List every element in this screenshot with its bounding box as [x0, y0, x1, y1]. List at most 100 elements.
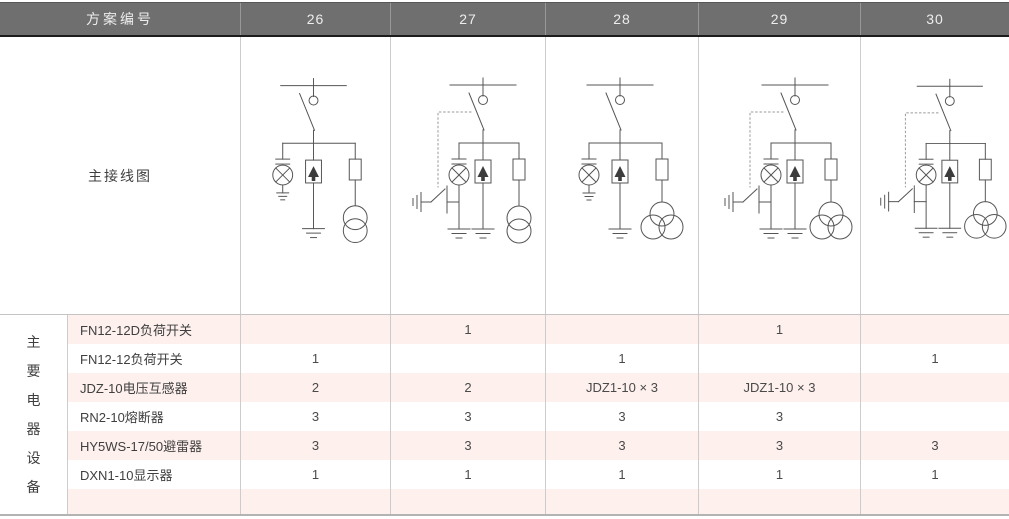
qty-cell-scheme-28: JDZ1-10 × 3	[545, 373, 698, 402]
group-label-char: 设	[26, 450, 41, 466]
qty-cell-scheme-26: 1	[240, 344, 390, 373]
header-cell-scheme-29: 29	[698, 3, 860, 35]
busbar	[916, 78, 983, 87]
fuse-icon	[978, 142, 992, 181]
qty-cell-scheme-28: 1	[545, 344, 698, 373]
voltage-transformer-icon	[964, 179, 1007, 239]
ground-icon	[783, 228, 806, 239]
diagram-row: 主接线图	[0, 37, 1009, 314]
qty-cell-scheme-29: JDZ1-10 × 3	[698, 373, 860, 402]
equipment-table: 主要电器设备 FN12-12D负荷开关 1 1 FN12-12负荷开关 1 1 1 JDZ-1…	[0, 314, 1009, 516]
fuse-icon	[655, 142, 669, 181]
busbar	[449, 77, 517, 86]
ground-icon	[276, 192, 290, 201]
busbar	[280, 78, 347, 87]
qty-cell-scheme-28: 1	[545, 460, 698, 489]
qty-cell-scheme-30	[860, 315, 1009, 344]
qty-cell-scheme-26: 3	[240, 402, 390, 431]
qty-cell-scheme-28	[545, 489, 698, 514]
qty-cell-scheme-30	[860, 489, 1009, 514]
header-cell-scheme-26: 26	[240, 3, 390, 35]
indicator-lamp-icon	[448, 142, 470, 230]
qty-cell-scheme-27: 3	[390, 402, 545, 431]
qty-cell-scheme-30	[860, 402, 1009, 431]
busbar	[586, 77, 654, 86]
ground-icon	[302, 228, 325, 239]
load-break-switch-icon	[468, 84, 488, 144]
surge-arrester-icon	[941, 142, 959, 229]
qty-cell-scheme-27	[390, 489, 545, 514]
group-label-char: 要	[26, 363, 41, 379]
qty-cell-scheme-27: 1	[390, 460, 545, 489]
indicator-lamp-icon	[272, 142, 294, 194]
qty-cell-scheme-26	[240, 315, 390, 344]
ground-icon	[608, 228, 632, 239]
ground-icon	[914, 227, 938, 238]
earthing-switch-icon	[412, 185, 460, 214]
qty-cell-scheme-29	[698, 344, 860, 373]
qty-cell-scheme-30	[860, 373, 1009, 402]
wiring-diagram-scheme-28	[545, 37, 698, 314]
equipment-name-cell: FN12-12D负荷开关	[67, 315, 240, 344]
equipment-group-label: 主要电器设备	[0, 315, 67, 514]
wiring-diagram-scheme-26	[240, 37, 390, 314]
fuse-icon	[512, 142, 526, 181]
load-break-switch-icon	[779, 84, 800, 144]
qty-cell-scheme-27: 3	[390, 431, 545, 460]
qty-cell-scheme-26: 3	[240, 431, 390, 460]
qty-cell-scheme-27	[390, 344, 545, 373]
qty-cell-scheme-30: 3	[860, 431, 1009, 460]
qty-cell-scheme-28: 3	[545, 431, 698, 460]
ground-icon	[471, 228, 495, 239]
header-cell-scheme-30: 30	[860, 3, 1009, 35]
equipment-name-cell: DXN1-10显示器	[67, 460, 240, 489]
earthing-switch-icon	[880, 185, 927, 213]
busbar	[761, 77, 828, 86]
surge-arrester-icon	[305, 142, 322, 230]
group-label-char: 备	[26, 479, 41, 495]
group-label-char: 电	[26, 392, 41, 408]
qty-cell-scheme-29: 1	[698, 315, 860, 344]
indicator-lamp-icon	[915, 142, 937, 229]
voltage-transformer-icon	[809, 179, 852, 240]
voltage-transformer-icon	[640, 179, 684, 240]
qty-cell-scheme-29: 3	[698, 402, 860, 431]
surge-arrester-icon	[786, 142, 803, 230]
header-cell-scheme-label: 方案编号	[86, 11, 154, 27]
qty-cell-scheme-26: 1	[240, 460, 390, 489]
group-label-char: 器	[26, 421, 41, 437]
qty-cell-scheme-29: 3	[698, 431, 860, 460]
qty-cell-scheme-29: 1	[698, 460, 860, 489]
qty-cell-scheme-28	[545, 315, 698, 344]
indicator-lamp-icon	[578, 142, 600, 194]
load-break-switch-icon	[298, 85, 319, 144]
equipment-name-cell	[67, 489, 240, 514]
surge-arrester-icon	[611, 142, 629, 230]
indicator-lamp-icon	[760, 142, 781, 230]
voltage-transformer-icon	[506, 179, 532, 244]
interlock-dotted-line	[904, 112, 939, 188]
ground-icon	[582, 192, 596, 201]
earthing-switch-icon	[724, 185, 771, 214]
fuse-icon	[348, 142, 362, 181]
wiring-diagram-scheme-29	[698, 37, 860, 314]
ground-icon	[759, 228, 782, 239]
qty-cell-scheme-27: 1	[390, 315, 545, 344]
ground-icon	[447, 228, 471, 239]
table-header-row: 方案编号 26 27 28 29 30	[0, 2, 1009, 37]
qty-cell-scheme-26	[240, 489, 390, 514]
load-break-switch-icon	[935, 85, 955, 144]
ground-icon	[938, 227, 962, 238]
surge-arrester-icon	[474, 142, 492, 230]
qty-cell-scheme-26: 2	[240, 373, 390, 402]
group-label-char: 主	[26, 334, 41, 350]
equipment-name-cell: JDZ-10电压互感器	[67, 373, 240, 402]
interlock-dotted-line	[749, 111, 783, 188]
load-break-switch-icon	[605, 84, 625, 144]
wiring-diagram-scheme-27	[390, 37, 545, 314]
equipment-name-cell: RN2-10熔断器	[67, 402, 240, 431]
diagram-row-label: 主接线图	[88, 167, 152, 184]
voltage-transformer-icon	[342, 179, 368, 244]
wiring-diagram-scheme-30	[860, 37, 1009, 314]
